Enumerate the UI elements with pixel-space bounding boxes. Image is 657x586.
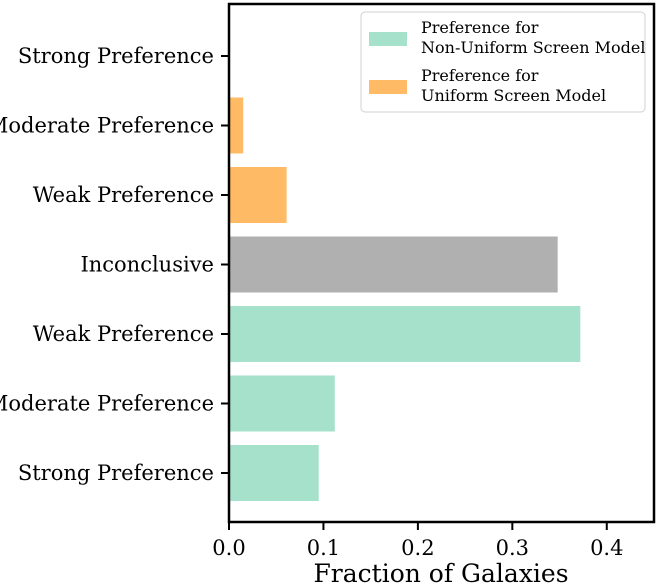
legend-uniform-line-1: Preference for [421,66,539,85]
legend-non-uniform-line-1: Preference for [421,18,539,37]
bar-non_uniform-6 [229,445,319,501]
legend: Preference for Non-Uniform Screen Model … [360,11,646,113]
legend-frame [360,11,646,113]
legend-uniform-line-2: Uniform Screen Model [421,86,606,105]
y-tick-label: Strong Preference [18,461,214,485]
bar-uniform-2 [229,167,287,223]
x-tick-label: 0.0 [212,536,245,560]
ticks-layer: Strong Preference Moderate Preference Weak… [0,44,623,560]
bar-uniform-1 [229,97,244,154]
y-tick-label: Weak Preference [33,183,214,207]
y-tick-label: Weak Preference [33,322,214,346]
bar-inconclusive-3 [229,236,558,293]
x-axis-title: Fraction of Galaxies [313,559,568,586]
y-tick-label: Moderate Preference [0,392,214,416]
legend-swatch-non-uniform [369,32,407,46]
bars-layer [229,28,581,501]
y-tick-label: Moderate Preference [0,114,214,138]
bar-non_uniform-4 [229,306,581,362]
x-tick-label: 0.3 [496,536,529,560]
x-tick-label: 0.4 [590,536,623,560]
y-tick-label: Strong Preference [18,44,214,68]
x-tick-label: 0.2 [401,536,434,560]
plot-frame [227,2,656,524]
y-tick-label: Inconclusive [80,253,214,277]
bar-non_uniform-5 [229,375,335,432]
x-tick-label: 0.1 [307,536,340,560]
legend-non-uniform-line-2: Non-Uniform Screen Model [421,38,645,57]
legend-swatch-uniform [369,80,407,94]
